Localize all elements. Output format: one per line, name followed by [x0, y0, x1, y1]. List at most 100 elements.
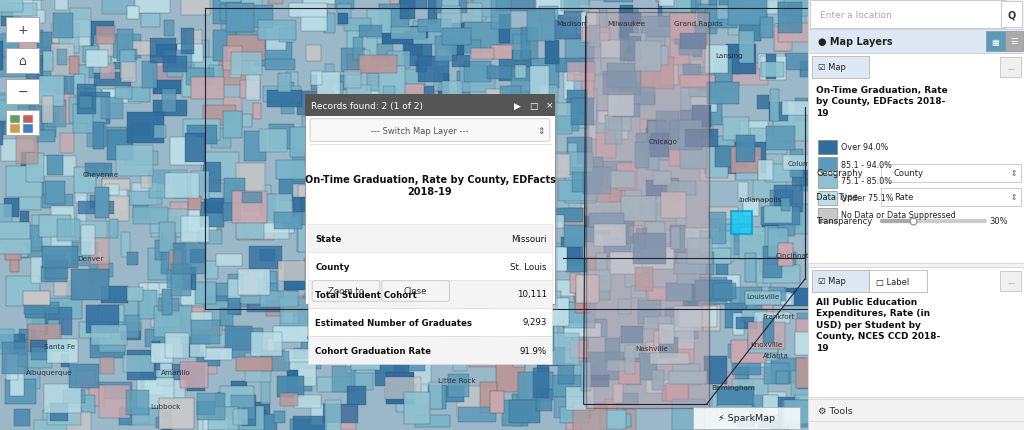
Bar	[620, 6, 633, 38]
Bar	[783, 205, 819, 234]
Bar	[728, 344, 758, 358]
Bar	[411, 185, 424, 198]
Bar	[39, 77, 63, 107]
Bar	[784, 288, 809, 307]
Bar	[244, 132, 266, 161]
Bar	[741, 157, 760, 176]
Bar	[301, 338, 335, 351]
Bar	[486, 67, 512, 80]
Bar	[361, 113, 400, 141]
Bar	[554, 215, 563, 229]
Bar	[444, 198, 466, 214]
Bar	[792, 371, 810, 395]
Text: ● Map Layers: ● Map Layers	[818, 37, 893, 47]
Bar	[368, 74, 402, 92]
Bar	[191, 172, 209, 200]
Bar	[796, 98, 808, 121]
Bar	[570, 99, 595, 126]
Bar	[680, 138, 708, 169]
Bar	[775, 25, 788, 52]
Bar	[336, 224, 357, 255]
Text: Amarillo: Amarillo	[161, 369, 191, 375]
Bar	[444, 142, 454, 159]
FancyBboxPatch shape	[1005, 31, 1023, 52]
Bar	[604, 414, 631, 427]
Bar	[666, 284, 691, 301]
Bar	[554, 153, 593, 172]
Bar	[760, 57, 785, 81]
Bar	[735, 157, 758, 181]
Bar	[162, 290, 172, 315]
Bar	[575, 287, 590, 314]
Bar	[301, 198, 325, 211]
Bar	[340, 406, 356, 430]
Bar	[156, 241, 166, 261]
Bar	[121, 322, 140, 341]
Bar	[531, 59, 559, 89]
Bar	[112, 38, 123, 63]
Bar	[99, 386, 130, 418]
Bar	[50, 403, 68, 421]
Bar	[416, 415, 451, 427]
Bar	[808, 399, 1024, 421]
Bar	[796, 376, 815, 404]
Bar	[586, 320, 607, 337]
Bar	[440, 177, 450, 190]
Bar	[549, 375, 587, 396]
Bar	[348, 272, 361, 293]
Bar	[351, 351, 380, 370]
Bar	[263, 185, 271, 212]
Bar	[231, 381, 247, 413]
Bar	[89, 385, 104, 406]
Bar	[751, 335, 771, 353]
Bar	[671, 343, 693, 363]
Bar	[225, 32, 236, 46]
Bar	[276, 160, 306, 179]
Bar	[213, 31, 237, 61]
Bar	[58, 95, 75, 125]
Bar	[353, 206, 386, 220]
Text: Louisville: Louisville	[746, 294, 779, 300]
Bar	[673, 399, 706, 430]
Bar	[437, 50, 447, 67]
Bar	[165, 173, 199, 199]
Bar	[440, 261, 459, 281]
Bar	[627, 363, 641, 385]
Bar	[567, 144, 578, 174]
Bar	[603, 72, 641, 95]
Bar	[22, 48, 60, 71]
Bar	[190, 320, 220, 344]
Bar	[392, 293, 417, 314]
Bar	[635, 142, 648, 168]
Bar	[765, 165, 794, 183]
Bar	[205, 198, 233, 213]
Bar	[532, 368, 549, 398]
Bar	[508, 102, 522, 120]
Bar	[347, 25, 377, 57]
Bar	[396, 386, 420, 412]
Bar	[139, 352, 162, 362]
Bar	[675, 306, 701, 332]
Bar	[70, 22, 90, 47]
Bar	[381, 270, 415, 286]
Bar	[764, 318, 774, 343]
Bar	[566, 332, 580, 349]
Bar	[358, 26, 382, 37]
Bar	[725, 304, 748, 329]
Bar	[437, 387, 464, 402]
Bar	[344, 71, 360, 89]
Bar	[308, 336, 552, 364]
Bar	[435, 92, 456, 121]
Bar	[638, 300, 660, 324]
Bar	[366, 286, 374, 313]
Bar	[170, 138, 205, 166]
Bar	[489, 392, 504, 413]
Bar	[549, 118, 579, 132]
Bar	[629, 34, 645, 52]
Bar	[732, 356, 761, 375]
Bar	[125, 316, 139, 338]
Bar	[279, 29, 294, 43]
Bar	[224, 178, 245, 204]
Bar	[323, 286, 359, 318]
Bar	[223, 98, 242, 122]
